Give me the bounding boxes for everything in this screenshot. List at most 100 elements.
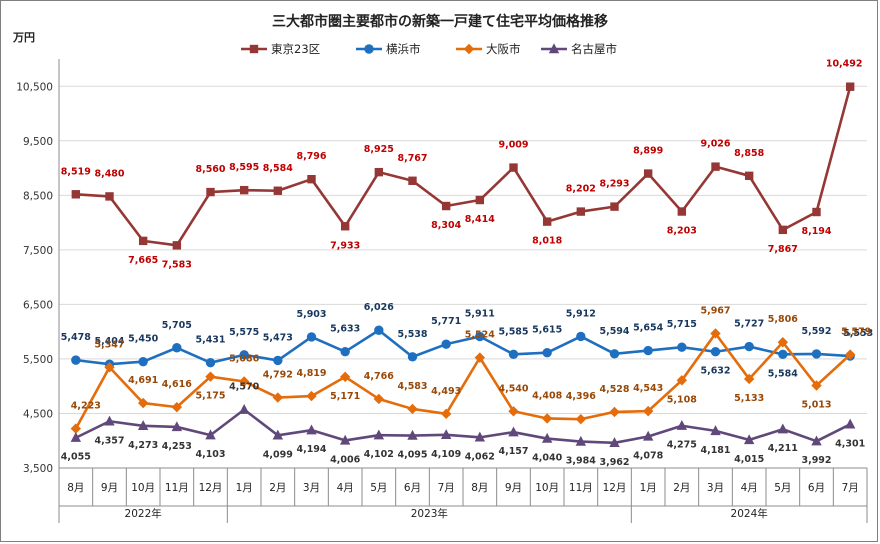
data-point <box>743 434 755 445</box>
data-point <box>676 375 688 386</box>
data-label: 9,026 <box>700 139 730 150</box>
data-point <box>509 163 518 172</box>
data-label: 5,633 <box>330 324 360 335</box>
data-point <box>710 425 721 436</box>
data-label: 4,273 <box>128 440 158 451</box>
data-point <box>104 415 115 426</box>
data-label: 5,013 <box>801 399 831 410</box>
data-label: 5,771 <box>431 316 461 327</box>
x-tick-label: 10月 <box>131 482 155 494</box>
data-point <box>239 185 249 195</box>
data-point <box>441 339 451 349</box>
data-label: 3,984 <box>566 456 596 467</box>
data-label: 4,157 <box>498 446 528 457</box>
data-point <box>609 437 620 448</box>
data-point <box>576 331 586 342</box>
data-point <box>273 186 283 195</box>
series-layer <box>70 82 856 448</box>
x-tick-label: 2月 <box>269 482 286 494</box>
data-point <box>306 332 317 342</box>
data-label: 8,414 <box>465 214 495 225</box>
data-label: 7,933 <box>330 240 360 251</box>
data-point <box>205 371 216 382</box>
legend-marker <box>364 44 374 54</box>
data-label: 4,095 <box>397 450 427 461</box>
data-point <box>542 217 552 226</box>
data-point <box>138 236 148 246</box>
data-label: 5,133 <box>734 393 764 404</box>
series-line <box>75 328 851 366</box>
data-label: 4,099 <box>263 449 293 460</box>
data-label: 8,584 <box>263 163 293 174</box>
y-tick-label: 4,500 <box>23 408 53 420</box>
data-point <box>339 434 351 445</box>
data-label: 4,493 <box>431 386 461 397</box>
x-tick-label: 3月 <box>707 482 724 494</box>
data-label: 7,867 <box>768 244 798 255</box>
data-point <box>677 342 687 352</box>
axes: 3,500 4,500 5,500 6,500 7,500 8,500 9,500 10,50… <box>16 59 868 523</box>
data-point <box>340 346 350 357</box>
x-tick-label: 4月 <box>337 482 354 494</box>
data-label: 5,632 <box>700 366 730 377</box>
data-point <box>710 328 721 339</box>
data-label: 4,396 <box>566 391 596 402</box>
data-label: 7,665 <box>128 255 158 266</box>
x-tick-label: 8月 <box>471 482 488 494</box>
x-tick-label: 11月 <box>569 482 593 494</box>
data-label: 5,903 <box>296 309 326 320</box>
data-label: 5,478 <box>61 332 91 343</box>
data-point <box>171 401 183 413</box>
data-label: 8,202 <box>566 184 596 195</box>
data-label: 3,962 <box>599 457 629 468</box>
data-point <box>373 393 385 405</box>
data-point <box>677 207 687 216</box>
data-labels: 8,519 8,480 7,665 7,583 8,560 8,595 8,5848,796… <box>61 59 873 468</box>
data-point <box>642 430 654 441</box>
data-point <box>306 390 317 402</box>
y-tick-label: 6,500 <box>23 299 53 311</box>
data-label: 9,009 <box>498 140 528 151</box>
data-point <box>340 222 350 231</box>
data-point <box>508 406 519 417</box>
data-label: 5,585 <box>498 326 528 337</box>
data-point <box>811 349 822 359</box>
data-point <box>811 380 822 391</box>
data-label: 8,293 <box>599 179 629 190</box>
data-point <box>374 325 384 335</box>
data-point <box>273 355 283 366</box>
x-tick-label: 7月 <box>438 482 455 494</box>
data-point <box>541 432 553 443</box>
series-line <box>74 332 852 430</box>
data-point <box>206 187 215 197</box>
data-point <box>575 435 587 446</box>
y-tick-label: 9,500 <box>23 136 53 148</box>
data-label: 8,899 <box>633 146 663 157</box>
data-label: 5,431 <box>195 335 225 346</box>
data-label: 4,583 <box>397 381 427 392</box>
year-label: 2024年 <box>731 507 768 520</box>
data-point <box>137 420 149 431</box>
data-point <box>407 352 418 362</box>
data-point <box>609 349 620 359</box>
data-label: 8,203 <box>667 226 697 237</box>
legend-item: 大阪市 <box>456 42 521 56</box>
data-point <box>105 192 114 201</box>
data-label: 4,766 <box>364 371 394 382</box>
y-tick-label: 7,500 <box>23 245 53 257</box>
data-point <box>844 349 856 360</box>
x-tick-label: 10月 <box>535 482 559 494</box>
data-point <box>137 397 149 409</box>
x-tick-label: 8月 <box>67 482 84 494</box>
data-point <box>508 426 519 437</box>
data-point <box>474 431 486 442</box>
legend-label: 東京23区 <box>271 42 320 56</box>
data-label: 10,492 <box>826 59 863 70</box>
y-tick-label: 10,500 <box>16 81 53 93</box>
data-label: 8,858 <box>734 148 764 159</box>
data-point <box>777 423 789 434</box>
data-point <box>440 408 452 420</box>
legend-label: 大阪市 <box>486 42 521 56</box>
data-point <box>475 331 485 342</box>
series-3 <box>70 328 856 434</box>
